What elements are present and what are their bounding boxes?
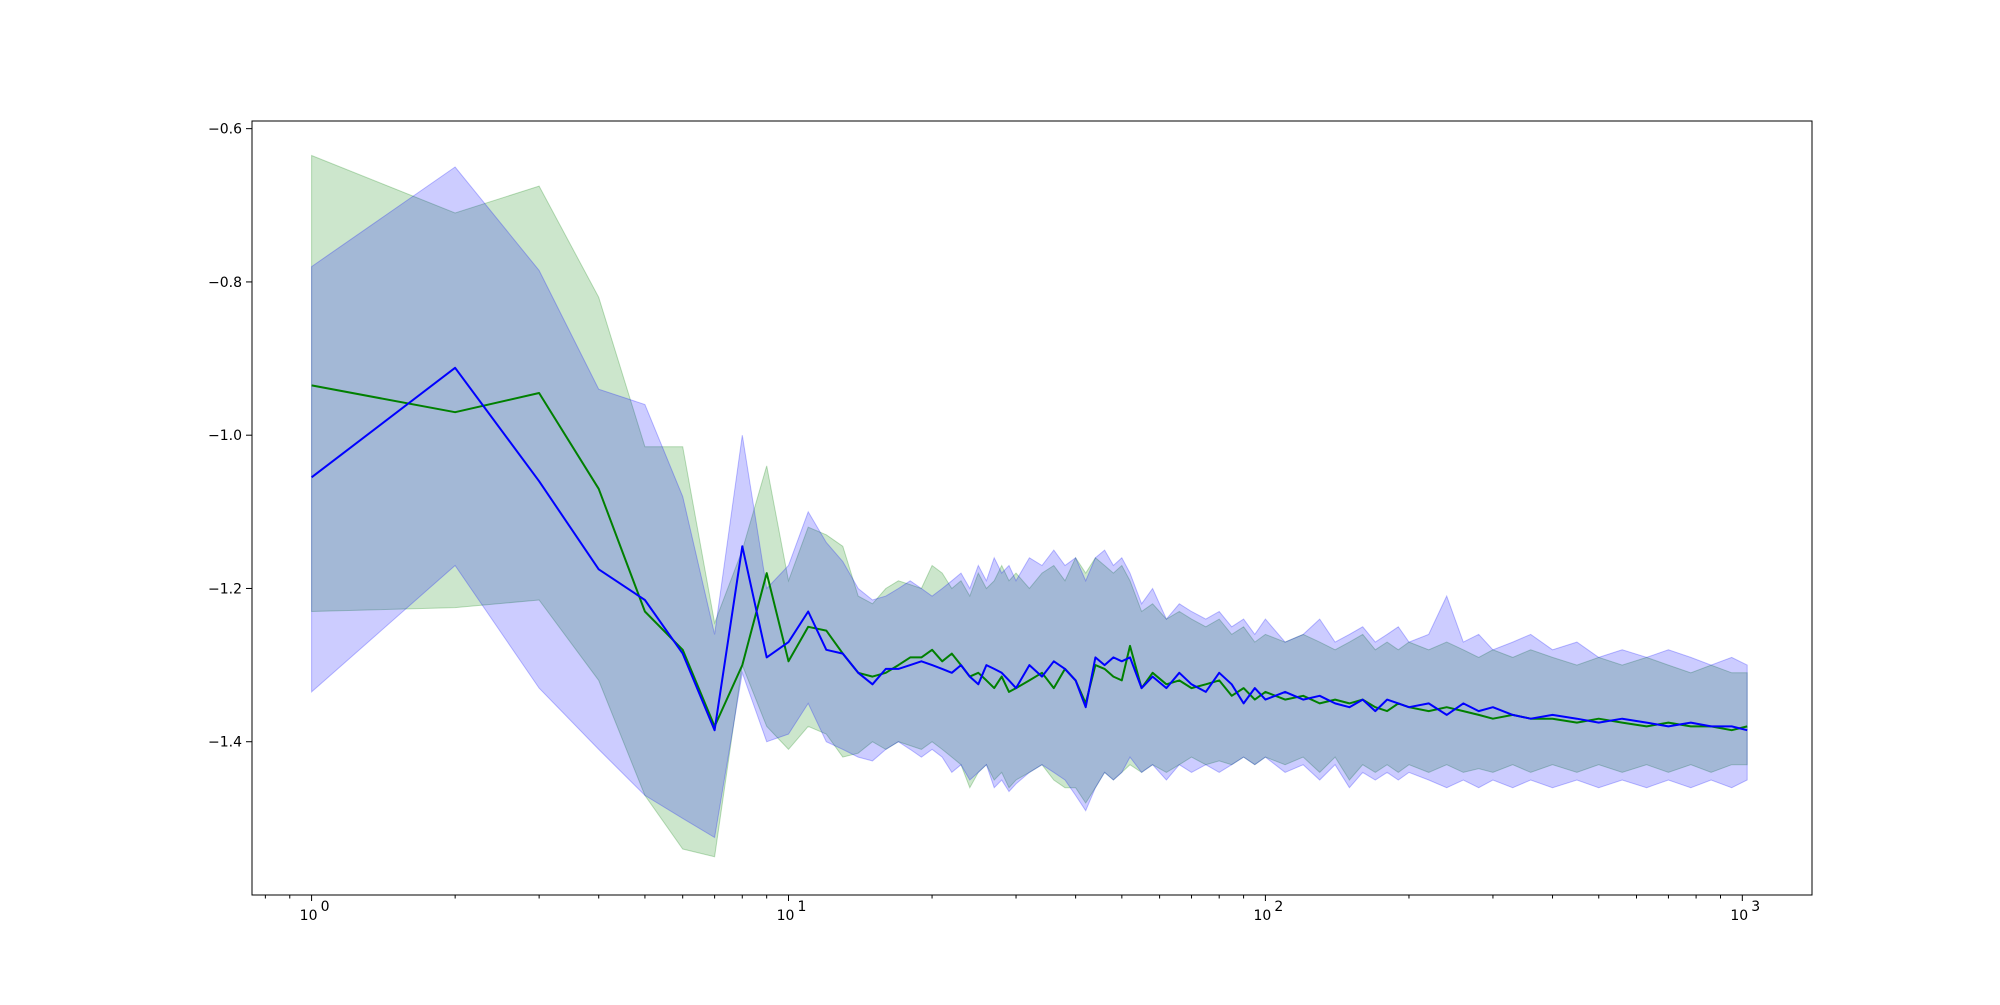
y-tick-label: −0.8 — [208, 275, 242, 291]
x-tick-exponent: 2 — [1274, 899, 1283, 915]
x-tick-exponent: 1 — [797, 899, 806, 915]
confidence-bands — [311, 154, 1748, 858]
x-tick-label: 10 — [300, 908, 318, 924]
y-axis-ticks: −1.4 −1.2 −1.0 −0.8 −0.6 — [208, 122, 252, 751]
y-tick-label: −0.6 — [208, 122, 242, 138]
y-tick-label: −1.2 — [208, 581, 242, 597]
y-tick-label: −1.4 — [208, 735, 242, 751]
x-tick-exponent: 0 — [321, 899, 330, 915]
series-2-line — [310, 366, 1748, 732]
y-tick-label: −1.0 — [208, 428, 242, 444]
series-lines — [310, 366, 1748, 732]
series-1-band — [311, 154, 1748, 858]
x-tick-label: 10 — [1253, 908, 1271, 924]
series-2-band — [311, 166, 1748, 839]
x-tick-exponent: 3 — [1751, 899, 1760, 915]
x-tick-label: 10 — [777, 908, 795, 924]
x-tick-label: 10 — [1730, 908, 1748, 924]
plot-frame — [251, 120, 1813, 896]
